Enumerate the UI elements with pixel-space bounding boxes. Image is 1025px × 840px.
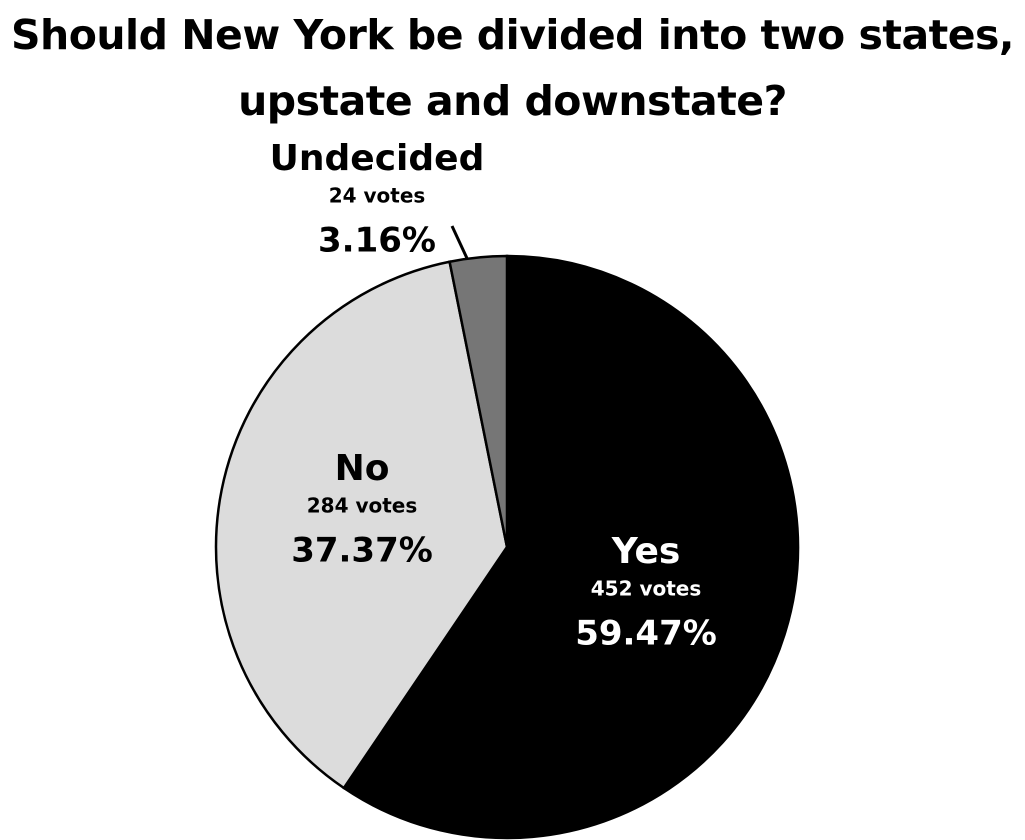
slice-label: Undecided [270, 138, 485, 179]
vote-label: 24 votes [329, 184, 426, 208]
value-label: 3.16% [318, 221, 436, 261]
slice-label: Yes [611, 531, 681, 572]
vote-label: 452 votes [591, 577, 702, 601]
chart-title: Should New York be divided into two stat… [10, 11, 1015, 125]
value-label: 37.37% [291, 531, 433, 571]
slice-label: No [335, 448, 390, 489]
value-label: 59.47% [575, 614, 717, 654]
pie-slice [214, 260, 509, 790]
pie-slice [342, 254, 800, 840]
vote-label: 284 votes [307, 494, 418, 518]
pie-slice [448, 254, 509, 548]
